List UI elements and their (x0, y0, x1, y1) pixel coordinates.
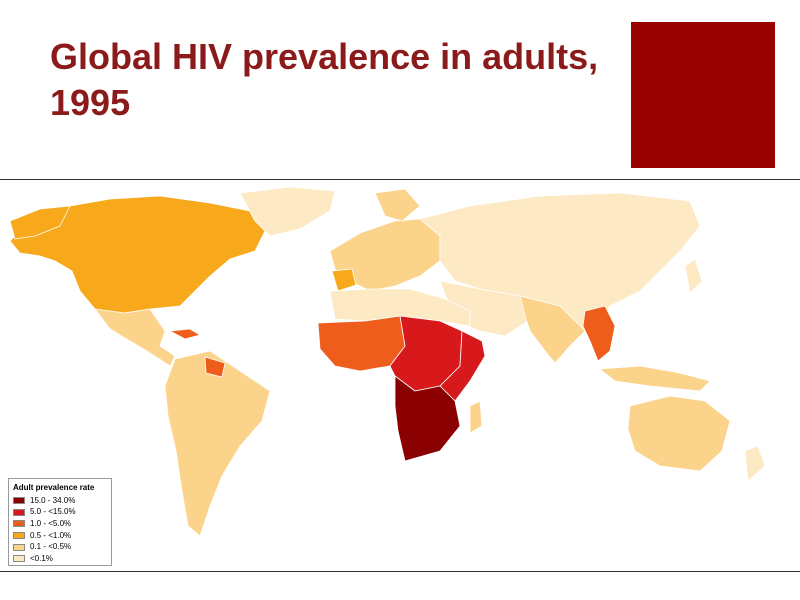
world-map (0, 181, 800, 570)
legend-swatch (13, 532, 25, 540)
region-maritime-sea (599, 365, 711, 392)
region-north-africa (329, 288, 471, 327)
legend-swatch (13, 497, 25, 505)
map-legend: Adult prevalence rate 15.0 - 34.0% 5.0 -… (8, 478, 112, 566)
legend-swatch (13, 520, 25, 528)
legend-swatch (13, 543, 25, 551)
legend-row: 5.0 - <15.0% (13, 507, 107, 519)
region-southern-africa (394, 375, 461, 462)
region-madagascar (469, 400, 483, 434)
legend-label: 15.0 - 34.0% (30, 495, 76, 505)
region-caribbean (169, 328, 201, 340)
region-scandinavia (374, 188, 421, 222)
region-iberia (331, 268, 357, 292)
slide-title: Global HIV prevalence in adults, 1995 (50, 36, 599, 123)
top-divider (0, 179, 800, 180)
region-russia-central-asia (419, 192, 701, 332)
region-north-america (9, 205, 71, 240)
region-southeast-asia (582, 305, 616, 362)
legend-swatch (13, 555, 25, 563)
legend-label: 0.1 - <0.5% (30, 542, 72, 552)
region-east-africa (439, 330, 486, 402)
legend-row: 0.1 - <0.5% (13, 541, 107, 553)
legend-row: <0.1% (13, 553, 107, 565)
region-south-america (164, 350, 271, 537)
legend-swatch (13, 508, 25, 516)
legend-label: 0.5 - <1.0% (30, 530, 72, 540)
legend-title: Adult prevalence rate (13, 483, 95, 492)
region-greenland (239, 186, 336, 237)
region-australia (627, 395, 731, 472)
bottom-divider (0, 571, 800, 572)
region-new-zealand (744, 445, 766, 482)
region-india (519, 295, 586, 364)
legend-label: <0.1% (30, 553, 53, 563)
legend-row: 1.0 - <5.0% (13, 518, 107, 530)
region-guianas (204, 356, 226, 378)
legend-label: 5.0 - <15.0% (30, 507, 76, 517)
region-central-america (94, 308, 176, 367)
accent-box (631, 22, 775, 168)
region-japan (684, 258, 703, 294)
legend-label: 1.0 - <5.0% (30, 518, 72, 528)
region-north-america (9, 195, 266, 322)
legend-row: 15.0 - 34.0% (13, 495, 107, 507)
legend-row: 0.5 - <1.0% (13, 530, 107, 542)
